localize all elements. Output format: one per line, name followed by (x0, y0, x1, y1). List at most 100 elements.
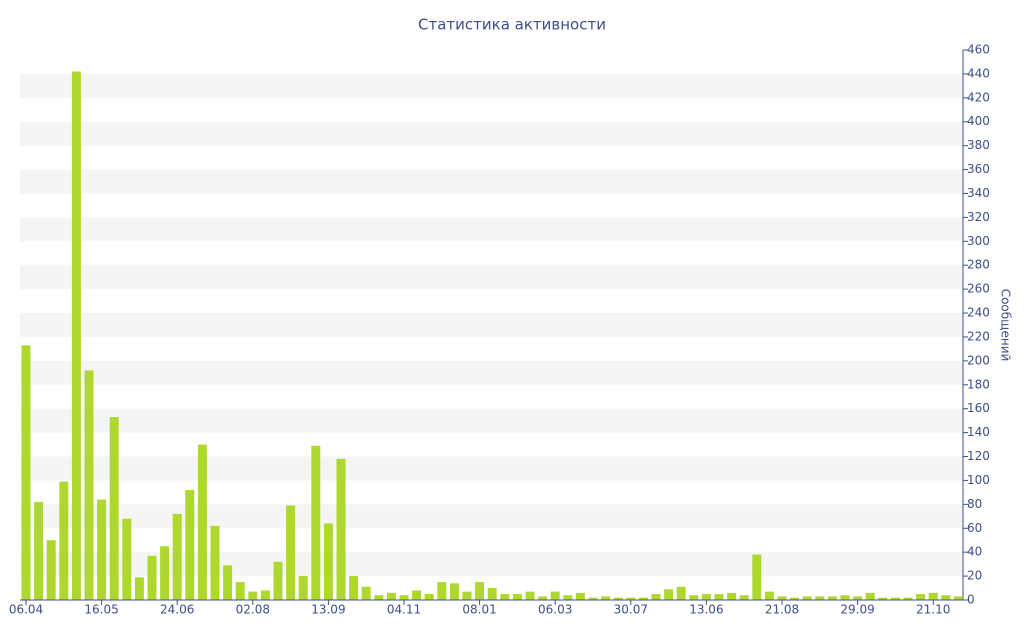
y-tick-label: 160 (967, 401, 990, 415)
y-tick-label: 460 (967, 43, 990, 57)
y-tick-label: 420 (967, 90, 990, 104)
y-tick-label: 80 (967, 497, 982, 511)
bar (777, 596, 787, 600)
grid-band (20, 408, 963, 433)
bar (815, 596, 825, 600)
grid-band (20, 552, 963, 577)
bar (46, 540, 56, 600)
grid-band (20, 360, 963, 385)
bar (437, 582, 447, 600)
x-tick-label: 21.08 (765, 603, 799, 617)
y-tick-label: 140 (967, 425, 990, 439)
bar (651, 594, 661, 600)
bar (386, 592, 396, 600)
bar (487, 588, 497, 600)
y-tick-label: 320 (967, 210, 990, 224)
bar (500, 594, 510, 600)
bar (827, 596, 837, 600)
bar (235, 582, 245, 600)
bar (878, 597, 888, 600)
x-tick-label: 13.09 (311, 603, 345, 617)
y-tick-label: 360 (967, 162, 990, 176)
x-tick-label: 04.11 (387, 603, 421, 617)
y-tick-label: 280 (967, 258, 990, 272)
bar (676, 586, 686, 600)
bar (538, 596, 548, 600)
bar (412, 590, 422, 600)
bar (374, 595, 384, 600)
y-tick-label: 340 (967, 186, 990, 200)
x-tick-label: 08.01 (462, 603, 496, 617)
x-tick-label: 21.10 (916, 603, 950, 617)
bar (223, 565, 233, 600)
grid-band (20, 456, 963, 481)
bar (97, 499, 107, 600)
y-tick-label: 120 (967, 449, 990, 463)
grid-band (20, 121, 963, 146)
bar (160, 546, 170, 600)
y-tick-label: 200 (967, 353, 990, 367)
grid-band (20, 313, 963, 337)
bar (727, 592, 737, 600)
bar (323, 523, 333, 600)
x-tick-label: 29.09 (840, 603, 874, 617)
bar (790, 597, 800, 600)
bar (286, 505, 296, 600)
bar (903, 597, 913, 600)
bar (739, 595, 749, 600)
x-tick-label: 13.06 (689, 603, 723, 617)
bar (512, 594, 522, 600)
bar (311, 445, 321, 600)
bar (122, 518, 132, 600)
bar (21, 345, 31, 600)
bar (172, 513, 182, 600)
y-tick-label: 220 (967, 329, 990, 343)
bar (273, 561, 283, 600)
bar (424, 594, 434, 600)
bar (109, 417, 119, 600)
bar (575, 592, 585, 600)
bar (399, 595, 409, 600)
bar (613, 597, 623, 600)
bar (689, 595, 699, 600)
y-tick-label: 380 (967, 138, 990, 152)
y-tick-label: 100 (967, 473, 990, 487)
y-axis-label: Сообщений (999, 289, 1013, 362)
bar (588, 597, 598, 600)
grid-band (20, 217, 963, 242)
bar (626, 597, 636, 600)
bar (916, 594, 926, 600)
grid-band (20, 504, 963, 529)
y-tick-label: 180 (967, 377, 990, 391)
bar (865, 592, 875, 600)
bar (953, 596, 963, 600)
bar (563, 595, 573, 600)
y-tick-label: 300 (967, 234, 990, 248)
grid-band (20, 169, 963, 194)
bar (336, 458, 346, 600)
x-tick-label: 02.08 (236, 603, 270, 617)
bar (714, 594, 724, 600)
y-tick-label: 20 (967, 569, 982, 583)
bar (475, 582, 485, 600)
bar (260, 590, 270, 600)
grid-band (20, 73, 963, 98)
bar (550, 591, 560, 600)
bar (298, 576, 308, 600)
bar (210, 525, 220, 600)
bar (752, 554, 762, 600)
bar (701, 594, 711, 600)
x-tick-label: 24.06 (160, 603, 194, 617)
bar (664, 589, 674, 600)
bar (361, 586, 371, 600)
bar (71, 71, 81, 601)
bar (802, 596, 812, 600)
bar (890, 597, 900, 600)
x-tick-label: 30.07 (614, 603, 648, 617)
y-tick-label: 40 (967, 545, 982, 559)
bar (34, 501, 44, 600)
bar (928, 592, 938, 600)
bar (197, 444, 207, 600)
bar (941, 595, 951, 600)
